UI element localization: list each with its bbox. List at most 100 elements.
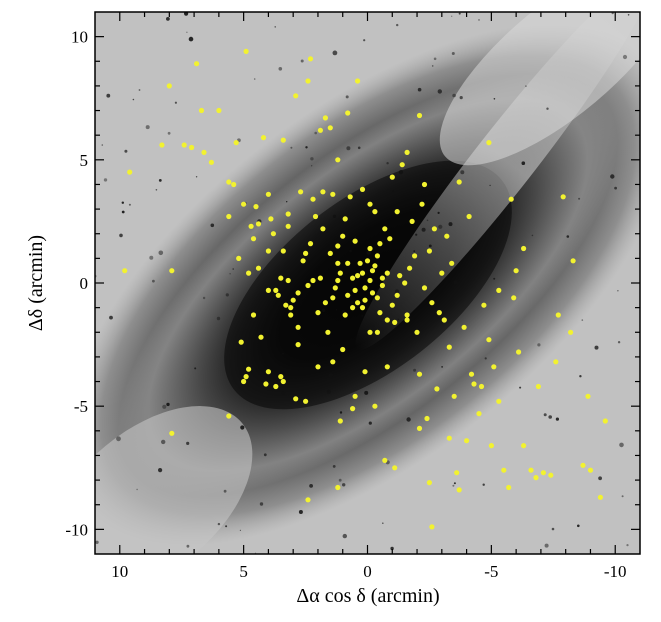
data-point <box>305 497 311 503</box>
field-star <box>155 189 158 191</box>
data-point <box>387 236 393 242</box>
field-star <box>619 442 624 448</box>
data-point <box>335 260 341 266</box>
data-point <box>169 430 175 436</box>
data-point <box>392 319 398 325</box>
field-star <box>433 57 437 61</box>
data-point <box>431 226 437 232</box>
data-point <box>384 317 390 323</box>
data-point <box>585 393 591 399</box>
data-point <box>377 241 383 247</box>
data-point <box>317 127 323 133</box>
data-point <box>335 484 341 491</box>
field-star <box>124 149 128 153</box>
data-point <box>322 115 328 121</box>
field-star <box>441 366 443 368</box>
data-point <box>315 364 321 370</box>
data-point <box>367 277 373 284</box>
data-point <box>587 467 594 473</box>
data-point <box>322 300 328 306</box>
field-star <box>546 107 549 110</box>
x-tick-label: 10 <box>111 562 128 581</box>
field-star <box>413 368 417 372</box>
field-star <box>253 78 256 80</box>
field-star <box>119 233 123 238</box>
field-star <box>326 389 331 394</box>
tick-labels: 10 5 0 -5 -10 10 5 0 -5 -10 <box>65 28 626 581</box>
data-point <box>317 275 323 281</box>
field-star <box>321 308 326 313</box>
field-star <box>428 244 432 248</box>
data-point <box>451 393 457 399</box>
field-star <box>382 239 384 242</box>
data-point <box>444 233 450 239</box>
field-star <box>259 502 264 506</box>
field-star <box>621 495 624 498</box>
data-point <box>352 287 358 293</box>
data-point <box>340 346 346 353</box>
field-star <box>188 36 194 42</box>
data-point <box>330 295 336 301</box>
data-point <box>355 78 361 84</box>
field-star <box>363 39 366 42</box>
data-point <box>350 305 356 311</box>
data-point <box>288 312 294 318</box>
data-point <box>521 443 527 449</box>
data-point <box>372 403 378 409</box>
field-star <box>202 296 206 300</box>
data-point <box>250 236 257 242</box>
data-point <box>379 282 385 289</box>
field-star <box>121 201 125 204</box>
data-point <box>359 305 366 311</box>
data-point <box>295 324 301 330</box>
field-star <box>338 478 342 482</box>
data-point <box>342 216 348 222</box>
data-point <box>335 157 341 163</box>
y-tick-label: -10 <box>65 520 88 539</box>
y-tick-label: -5 <box>74 397 88 416</box>
field-star <box>145 125 150 130</box>
x-tick-label: -5 <box>484 562 498 581</box>
data-point <box>421 285 428 291</box>
data-point <box>325 329 331 335</box>
data-point <box>399 162 405 168</box>
data-point <box>389 174 395 180</box>
field-star <box>452 93 456 98</box>
data-point <box>241 378 247 385</box>
data-point <box>295 342 301 348</box>
data-point <box>429 300 435 306</box>
data-point <box>461 324 467 330</box>
field-star <box>551 527 555 531</box>
data-point <box>293 93 299 99</box>
field-star <box>459 96 463 100</box>
field-star <box>95 540 99 544</box>
field-star <box>548 415 552 419</box>
data-point <box>345 110 351 116</box>
field-star <box>366 250 371 255</box>
data-point <box>426 480 432 486</box>
data-point <box>521 245 527 252</box>
field-star <box>332 214 337 218</box>
data-point <box>476 411 482 417</box>
data-point <box>481 302 487 308</box>
data-point <box>533 475 539 481</box>
data-point <box>441 317 447 323</box>
data-point <box>265 287 271 293</box>
data-point <box>320 226 326 232</box>
data-point <box>278 374 284 380</box>
data-point <box>513 268 519 274</box>
data-point <box>555 312 561 318</box>
data-point <box>488 443 494 449</box>
data-point <box>377 310 383 316</box>
field-star <box>223 489 227 493</box>
field-star <box>116 436 121 442</box>
field-star <box>577 524 580 528</box>
data-point <box>352 393 358 399</box>
data-point <box>169 268 175 274</box>
field-star <box>482 483 485 486</box>
field-star <box>581 319 584 321</box>
field-star <box>106 93 111 98</box>
field-star <box>158 179 162 182</box>
data-point <box>327 125 333 131</box>
data-point <box>350 275 356 281</box>
